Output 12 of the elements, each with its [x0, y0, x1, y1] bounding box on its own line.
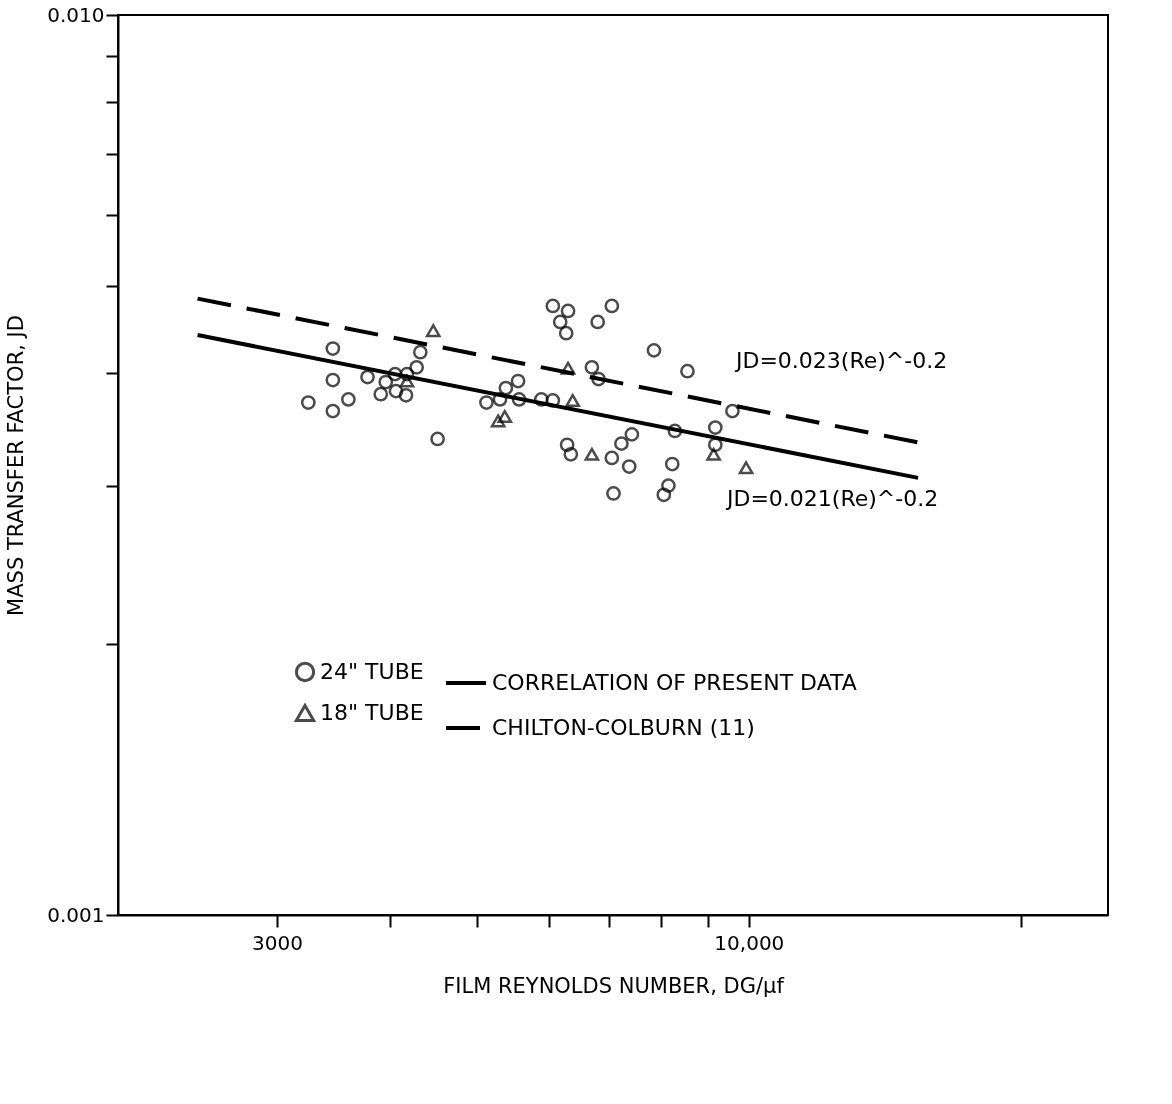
- x-tick-label: 10,000: [714, 930, 785, 955]
- y-tick-label: 0.010: [47, 2, 105, 27]
- annotation: JD=0.023(Re)^-0.2: [734, 348, 948, 373]
- legend-label: CHILTON-COLBURN (11): [492, 715, 755, 740]
- x-axis-title: FILM REYNOLDS NUMBER, DG/μf: [443, 973, 785, 998]
- x-tick-label: 3000: [251, 930, 303, 955]
- annotation: JD=0.021(Re)^-0.2: [725, 486, 939, 511]
- legend-label: 18" TUBE: [320, 700, 424, 725]
- y-axis-title: MASS TRANSFER FACTOR, JD: [4, 315, 29, 616]
- legend-label: 24" TUBE: [320, 659, 424, 684]
- y-tick-label: 0.001: [47, 902, 105, 927]
- legend-label: CORRELATION OF PRESENT DATA: [492, 670, 857, 695]
